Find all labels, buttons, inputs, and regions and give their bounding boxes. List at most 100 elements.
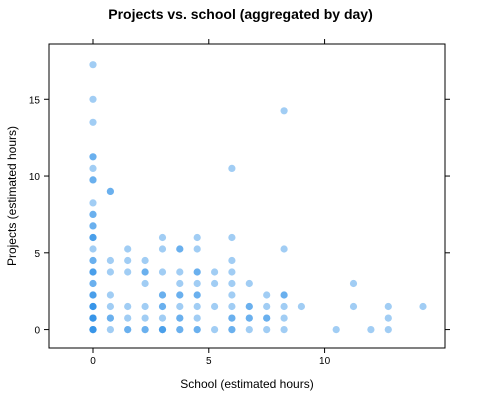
- data-point: [124, 326, 132, 334]
- data-point: [176, 302, 184, 311]
- data-point: [158, 268, 167, 276]
- plot-frame: [48, 43, 446, 349]
- data-point: [89, 314, 97, 322]
- data-point: [89, 291, 97, 299]
- data-point: [158, 326, 167, 334]
- data-point: [176, 291, 184, 299]
- data-point: [89, 314, 97, 322]
- data-point: [89, 118, 97, 126]
- data-point: [89, 176, 97, 184]
- data-point: [158, 326, 167, 334]
- data-point: [263, 314, 271, 322]
- x-tick-label: 5: [206, 356, 212, 367]
- data-points: [89, 61, 427, 334]
- data-point: [89, 164, 97, 172]
- data-point: [89, 153, 97, 161]
- data-point: [245, 279, 253, 288]
- data-point: [193, 245, 201, 253]
- data-point: [176, 291, 184, 299]
- data-point: [193, 279, 201, 288]
- data-point: [124, 268, 132, 276]
- data-point: [280, 245, 288, 253]
- data-point: [228, 164, 236, 172]
- y-axis-label: Projects (estimated hours): [5, 126, 19, 266]
- data-point: [89, 245, 97, 253]
- data-point: [89, 326, 97, 334]
- data-point: [228, 302, 236, 311]
- data-point: [176, 326, 184, 334]
- data-point: [141, 268, 149, 276]
- data-point: [228, 314, 236, 322]
- data-point: [89, 314, 97, 322]
- data-point: [158, 233, 167, 242]
- data-point: [211, 302, 219, 311]
- data-point: [367, 326, 375, 334]
- data-point: [89, 176, 97, 184]
- data-point: [124, 326, 132, 334]
- data-point: [263, 302, 271, 311]
- data-point: [193, 268, 201, 276]
- data-point: [89, 199, 97, 207]
- data-point: [89, 302, 97, 311]
- data-point: [89, 326, 97, 334]
- data-point: [89, 222, 97, 230]
- data-point: [211, 326, 219, 334]
- data-point: [141, 302, 149, 311]
- data-point: [89, 302, 97, 311]
- data-point: [245, 326, 253, 334]
- data-point: [89, 95, 97, 103]
- data-point: [141, 279, 149, 288]
- data-point: [228, 279, 236, 288]
- data-point: [176, 314, 184, 322]
- data-point: [89, 268, 97, 276]
- data-point: [141, 326, 149, 334]
- data-point: [158, 314, 167, 322]
- data-point: [124, 256, 132, 265]
- data-point: [89, 222, 97, 230]
- data-point: [106, 314, 114, 322]
- data-point: [158, 245, 167, 253]
- data-point: [193, 326, 201, 334]
- data-point: [384, 302, 392, 311]
- y-tick-label: 10: [29, 172, 41, 183]
- data-point: [141, 256, 149, 265]
- data-point: [106, 326, 114, 334]
- data-point: [106, 187, 114, 195]
- data-point: [176, 314, 184, 322]
- data-point: [106, 268, 114, 276]
- data-point: [89, 233, 97, 242]
- data-point: [89, 291, 97, 299]
- y-tick-label: 15: [29, 95, 41, 106]
- data-point: [297, 302, 305, 311]
- data-point: [124, 302, 132, 311]
- data-point: [158, 291, 167, 299]
- data-point: [89, 279, 97, 288]
- data-point: [89, 302, 97, 311]
- data-point: [193, 302, 201, 311]
- x-tick-label: 10: [319, 356, 331, 367]
- data-point: [384, 326, 392, 334]
- data-point: [245, 302, 253, 311]
- data-point: [419, 302, 427, 311]
- data-point: [158, 302, 167, 311]
- data-point: [89, 233, 97, 242]
- data-point: [106, 187, 114, 195]
- data-point: [89, 314, 97, 322]
- data-point: [176, 268, 184, 276]
- data-point: [106, 256, 114, 265]
- data-point: [263, 326, 271, 334]
- data-point: [141, 268, 149, 276]
- y-tick-label: 5: [34, 249, 40, 260]
- data-point: [89, 210, 97, 218]
- data-point: [106, 314, 114, 322]
- data-point: [193, 326, 201, 334]
- data-point: [158, 302, 167, 311]
- chart-title: Projects vs. school (aggregated by day): [108, 6, 373, 22]
- data-point: [89, 291, 97, 299]
- data-point: [228, 233, 236, 242]
- data-point: [158, 291, 167, 299]
- data-point: [193, 291, 201, 299]
- data-point: [280, 314, 288, 322]
- data-point: [193, 291, 201, 299]
